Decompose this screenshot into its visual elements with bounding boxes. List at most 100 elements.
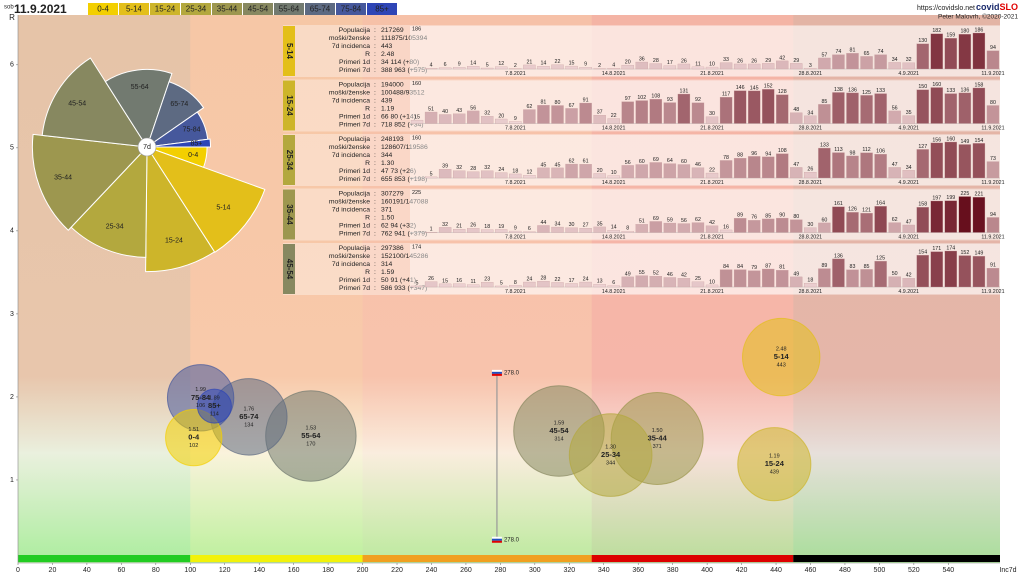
bar-label: 60: [821, 217, 827, 223]
legend-swatch: [274, 3, 304, 15]
stat-separator: :: [374, 136, 376, 143]
bar: [790, 167, 803, 179]
stat-label: Primeri 7d: [339, 285, 370, 292]
rose-label: 45-54: [68, 100, 86, 107]
bar-label: 74: [878, 49, 884, 55]
legend-label: 5-14: [126, 5, 143, 14]
bar-label: 174: [946, 245, 955, 251]
bar: [705, 225, 719, 233]
bar-label: 136: [960, 87, 969, 93]
bar: [874, 206, 887, 233]
bar-label: 55: [639, 270, 645, 276]
bar: [481, 67, 494, 70]
date-label: 28.8.2021: [799, 71, 823, 77]
bubble: [568, 413, 653, 497]
bar-label: 91: [583, 97, 589, 103]
bar: [537, 225, 550, 233]
bar-label: 73: [990, 156, 996, 162]
bubble-incidence: 106: [196, 403, 205, 409]
bar-label: 150: [918, 84, 927, 90]
date-label: 11.9.2021: [981, 180, 1004, 186]
bar-label: 11: [470, 279, 476, 285]
panel-tag: [283, 135, 295, 185]
stat-separator: :: [374, 222, 376, 229]
bar-label: 10: [611, 170, 617, 176]
bar: [719, 269, 733, 288]
url[interactable]: https://covidslo.net: [917, 5, 975, 12]
bar-label: 51: [639, 219, 645, 225]
stat-value: 1.30: [381, 160, 394, 167]
stat-value: 307279: [381, 190, 404, 197]
bar-label: 24: [583, 276, 589, 282]
bar-label: 32: [484, 111, 490, 117]
bar-label: 26: [737, 58, 743, 64]
rose-label: 55-64: [131, 84, 149, 91]
bar-label: 79: [751, 265, 757, 271]
bar-label: 56: [470, 105, 476, 111]
bar-label: 69: [653, 157, 659, 163]
rose-petal: [146, 138, 212, 148]
date-label: 14.8.2021: [602, 71, 626, 77]
bubble-name: 65-74: [239, 412, 259, 421]
date-label: 14.8.2021: [602, 180, 626, 186]
bar: [790, 276, 803, 288]
bar-label: 89: [737, 213, 743, 219]
bar: [762, 89, 775, 124]
bar-label: 197: [932, 195, 941, 201]
y-tick-label: 2: [10, 394, 14, 401]
bar: [551, 226, 564, 233]
bar-label: 27: [583, 223, 589, 229]
stat-separator: :: [374, 81, 376, 88]
date-label: 7.8.2021: [505, 125, 526, 131]
bar: [579, 164, 592, 179]
bar: [649, 221, 663, 233]
chart-bg: [410, 244, 1000, 294]
bar-label: 34: [555, 221, 561, 227]
bar: [495, 172, 508, 179]
bubble-r-label: 1.19: [769, 454, 780, 460]
bar: [509, 285, 522, 288]
x-tick-label: 120: [219, 567, 231, 574]
bar: [677, 164, 691, 179]
bar-label: 11: [695, 61, 701, 67]
bar: [635, 275, 648, 288]
bar-label: 133: [876, 88, 885, 94]
stat-label: 7d incidenca: [332, 261, 370, 268]
rose-label: 85+: [191, 141, 203, 148]
bar-label: 22: [611, 113, 617, 119]
bubble-incidence: 102: [189, 443, 198, 449]
bar: [691, 102, 705, 124]
x-tick-label: 0: [16, 567, 20, 574]
stat-label: Populacija: [339, 245, 371, 252]
stat-label: R: [365, 51, 370, 58]
day: sob: [4, 5, 14, 11]
bar: [691, 66, 705, 70]
date-label: 4.9.2021: [898, 180, 919, 186]
bar: [452, 283, 466, 288]
bar: [523, 109, 536, 124]
bar: [452, 113, 466, 124]
bar: [986, 217, 1000, 233]
x-tick-label: 440: [770, 567, 782, 574]
stat-value: 718 852 (+34): [381, 121, 424, 128]
bar-label: 69: [653, 216, 659, 222]
bar-label: 62: [569, 158, 575, 164]
bar: [916, 254, 929, 288]
bar-label: 6: [444, 62, 447, 68]
x-tick-label: 40: [83, 567, 91, 574]
bar-label: 25: [695, 276, 701, 282]
panel-tag: [283, 244, 295, 294]
rose-petal: [70, 145, 148, 258]
bar-label: 146: [736, 85, 745, 91]
date-label: 14.8.2021: [602, 234, 626, 240]
bar-label: 26: [470, 223, 476, 229]
bar-label: 15: [414, 115, 420, 121]
bar-label: 160: [946, 136, 955, 142]
date-label: 7.8.2021: [505, 234, 526, 240]
bar: [874, 260, 887, 288]
x-tick-label: 480: [839, 567, 851, 574]
bar-label: 161: [834, 201, 843, 207]
x-tick-label: 380: [667, 567, 679, 574]
bar: [705, 284, 719, 288]
stat-value: 2.48: [381, 51, 394, 58]
